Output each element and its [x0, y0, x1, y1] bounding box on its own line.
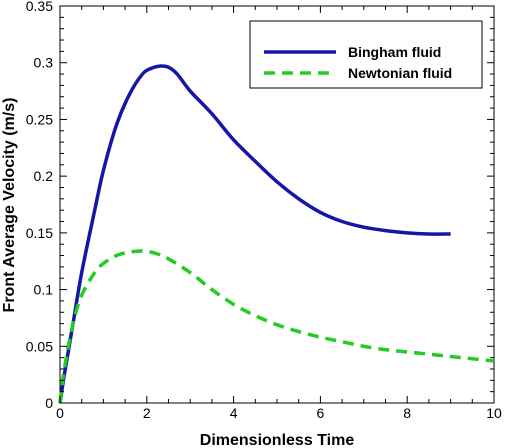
y-axis-title: Front Average Velocity (m/s) [1, 98, 18, 313]
series-line-newtonian-fluid [58, 249, 495, 404]
x-tick-label: 8 [403, 405, 411, 421]
y-tick-label: 0.15 [26, 225, 53, 241]
legend-box [249, 20, 483, 89]
y-tick-label: 0.1 [34, 282, 54, 298]
y-tick-label: 0.35 [26, 0, 53, 14]
series-layer [58, 64, 495, 404]
y-tick-label: 0 [45, 395, 53, 411]
series-line-bingham-fluid [58, 64, 451, 404]
y-tick-label: 0.25 [26, 111, 53, 127]
x-tick-label: 2 [143, 405, 151, 421]
y-tick-label: 0.2 [34, 168, 54, 184]
legend-label-bingham: Bingham fluid [348, 44, 441, 60]
ticks-layer: 0 2 4 6 8 10 0 0.05 0.1 0.15 0.2 0.25 0.3 0.35 [26, 0, 502, 421]
y-tick-label: 0.05 [26, 338, 53, 354]
x-tick-label: 0 [56, 405, 64, 421]
x-tick-label: 6 [317, 405, 325, 421]
y-tick-label: 0.3 [34, 55, 54, 71]
x-tick-label: 4 [230, 405, 238, 421]
legend: Bingham fluid Newtonian fluid [249, 20, 483, 89]
x-tick-label: 10 [486, 405, 502, 421]
x-axis-title: Dimensionless Time [200, 432, 355, 448]
legend-label-newtonian: Newtonian fluid [348, 65, 452, 81]
